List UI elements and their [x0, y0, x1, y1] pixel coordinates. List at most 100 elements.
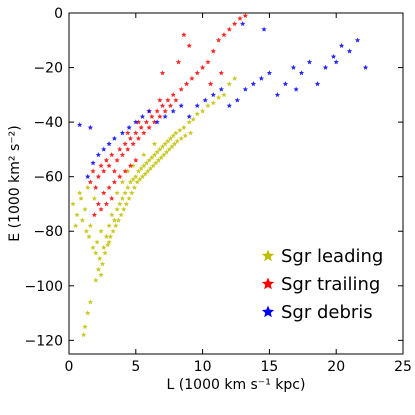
- data-point-sgr-trailing: [103, 157, 110, 163]
- data-point-sgr-leading: [121, 206, 127, 212]
- data-point-sgr-trailing: [122, 141, 128, 147]
- data-point-sgr-trailing: [101, 190, 107, 196]
- data-point-sgr-trailing: [119, 152, 126, 158]
- y-axis-label: E (1000 km² s⁻²): [7, 125, 23, 241]
- data-point-sgr-trailing: [165, 97, 171, 103]
- data-point-sgr-leading: [115, 217, 122, 223]
- data-point-sgr-trailing: [95, 173, 102, 179]
- data-point-sgr-trailing: [194, 70, 200, 76]
- data-point-sgr-trailing: [207, 81, 214, 87]
- data-point-sgr-debris: [210, 92, 216, 98]
- data-point-sgr-trailing: [149, 113, 155, 119]
- data-point-sgr-debris: [258, 75, 265, 81]
- data-point-sgr-leading: [182, 132, 188, 139]
- data-point-sgr-leading: [93, 277, 99, 283]
- data-point-sgr-leading: [174, 138, 180, 144]
- y-tick-label: −80: [33, 224, 63, 240]
- data-point-sgr-leading: [87, 222, 94, 229]
- plot-frame: [68, 12, 404, 355]
- data-point-sgr-debris: [290, 64, 297, 70]
- data-point-sgr-trailing: [205, 59, 211, 65]
- data-point-sgr-leading: [77, 190, 83, 196]
- data-point-sgr-leading: [81, 332, 87, 338]
- data-point-sgr-trailing: [218, 70, 224, 76]
- data-point-sgr-leading: [86, 233, 92, 239]
- data-point-sgr-trailing: [127, 135, 134, 141]
- y-tick-label: 0: [54, 6, 63, 22]
- data-point-sgr-debris: [111, 135, 118, 141]
- data-point-sgr-leading: [161, 152, 167, 158]
- data-point-sgr-leading: [221, 92, 227, 98]
- data-point-sgr-leading: [93, 250, 99, 256]
- data-point-sgr-trailing: [226, 26, 232, 32]
- data-point-sgr-debris: [274, 92, 281, 98]
- data-point-sgr-trailing: [101, 168, 107, 174]
- data-point-sgr-trailing: [189, 75, 195, 81]
- data-point-sgr-debris: [234, 97, 240, 103]
- data-point-sgr-debris: [186, 113, 192, 119]
- data-point-sgr-debris: [266, 70, 273, 76]
- data-point-sgr-debris: [146, 108, 152, 114]
- data-point-sgr-leading: [149, 154, 155, 160]
- data-point-sgr-debris: [250, 81, 257, 87]
- legend-label-sgr-debris: Sgr debris: [281, 302, 373, 323]
- data-point-sgr-trailing: [91, 212, 98, 218]
- data-point-sgr-leading: [70, 201, 76, 207]
- data-point-sgr-leading: [102, 250, 108, 256]
- data-point-sgr-leading: [101, 244, 107, 250]
- data-point-sgr-leading: [141, 152, 147, 158]
- data-point-sgr-leading: [190, 116, 196, 122]
- data-point-sgr-debris: [314, 81, 321, 87]
- data-point-sgr-leading: [103, 233, 110, 239]
- data-point-sgr-debris: [101, 146, 107, 152]
- data-point-sgr-leading: [205, 102, 211, 109]
- data-point-sgr-leading: [85, 184, 91, 190]
- data-point-sgr-debris: [154, 119, 160, 125]
- data-point-sgr-debris: [354, 37, 361, 43]
- data-point-sgr-leading: [137, 176, 143, 182]
- data-point-sgr-leading: [139, 173, 146, 179]
- data-point-sgr-trailing: [178, 86, 184, 92]
- data-point-sgr-leading: [122, 190, 128, 196]
- data-point-sgr-trailing: [215, 37, 222, 43]
- data-point-sgr-debris: [218, 86, 224, 92]
- data-point-sgr-trailing: [157, 113, 163, 119]
- data-point-sgr-leading: [85, 310, 91, 316]
- data-point-sgr-leading: [171, 141, 178, 147]
- data-point-sgr-leading: [133, 173, 139, 179]
- data-point-sgr-leading: [99, 261, 106, 267]
- data-point-sgr-leading: [79, 217, 86, 223]
- data-point-sgr-leading: [98, 228, 104, 234]
- data-point-sgr-leading: [199, 108, 206, 114]
- data-point-sgr-leading: [127, 179, 134, 185]
- data-point-sgr-leading: [173, 130, 179, 136]
- data-point-sgr-trailing: [106, 184, 112, 190]
- data-point-sgr-leading: [131, 184, 138, 190]
- data-point-sgr-leading: [169, 143, 175, 149]
- points-layer: [70, 12, 369, 338]
- data-point-sgr-leading: [165, 138, 171, 144]
- data-point-sgr-leading: [178, 135, 184, 141]
- data-point-sgr-leading: [181, 124, 187, 130]
- data-point-sgr-leading: [83, 228, 90, 234]
- data-point-sgr-leading: [126, 195, 132, 201]
- data-point-sgr-leading: [87, 299, 94, 305]
- data-point-sgr-trailing: [122, 168, 128, 174]
- data-point-sgr-leading: [151, 141, 158, 147]
- data-point-sgr-debris: [126, 124, 132, 130]
- data-point-sgr-debris: [330, 53, 337, 59]
- data-point-sgr-leading: [167, 135, 174, 141]
- data-point-sgr-leading: [194, 111, 200, 117]
- data-point-sgr-trailing: [143, 119, 150, 125]
- data-point-sgr-debris: [162, 113, 168, 119]
- data-point-sgr-leading: [113, 222, 119, 229]
- data-point-sgr-trailing: [141, 130, 147, 136]
- data-point-sgr-leading: [143, 160, 150, 166]
- legend-marker-sgr-trailing: [261, 277, 275, 290]
- data-point-sgr-leading: [117, 201, 123, 207]
- data-point-sgr-debris: [119, 130, 126, 136]
- data-point-sgr-trailing: [154, 108, 160, 114]
- data-point-sgr-leading: [166, 146, 172, 152]
- data-point-sgr-trailing: [210, 48, 216, 54]
